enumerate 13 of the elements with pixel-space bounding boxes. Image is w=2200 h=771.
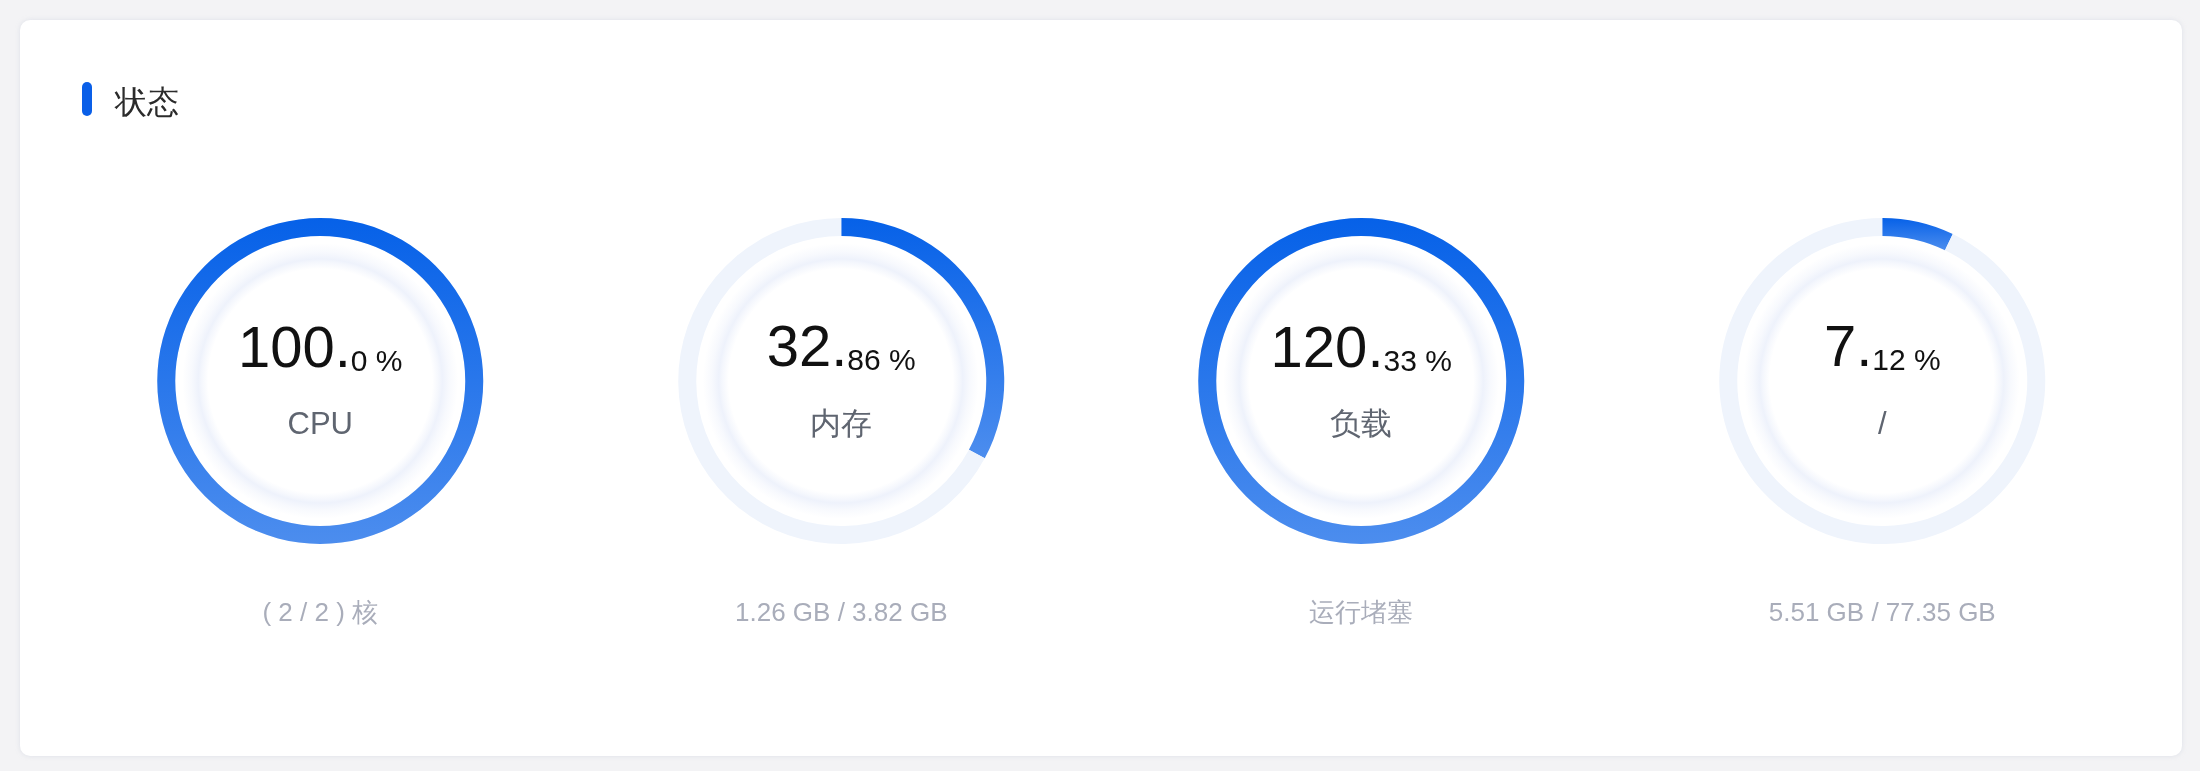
- text: 5.51 GB / 77.35 GB: [1768, 597, 1996, 627]
- data-label: 120.33 %: [1270, 313, 1452, 379]
- data-label: 7.12 %: [1823, 313, 1941, 378]
- slice-label: /: [1877, 405, 1887, 441]
- text: 1.26 GB / 3.82 GB: [734, 597, 947, 627]
- data-label: 32.86 %: [766, 313, 916, 378]
- text: ( 2 / 2 ) 核: [262, 597, 379, 627]
- text: 状态: [115, 83, 179, 122]
- category-label: CPU: [287, 405, 353, 441]
- text: 运行堵塞: [1309, 597, 1414, 627]
- data-label: 100.0 %: [237, 313, 403, 379]
- slice-label: 内存: [809, 405, 872, 441]
- category-label: 负载: [1330, 405, 1393, 441]
